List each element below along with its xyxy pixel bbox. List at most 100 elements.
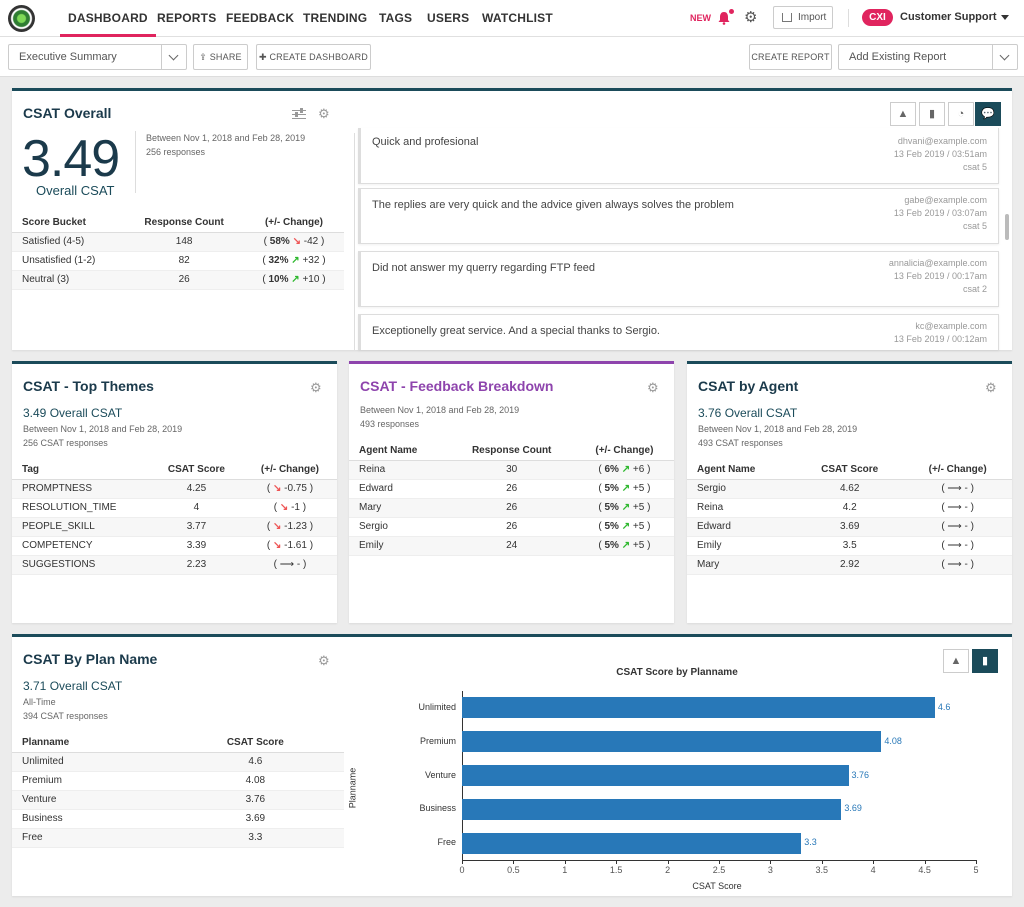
trend-up-icon: ↗: [291, 255, 300, 266]
gear-icon[interactable]: ⚙: [310, 380, 322, 395]
x-tick-mark: [770, 860, 772, 864]
feedback-meta: dhvani@example.com 13 Feb 2019 / 03:51am…: [894, 135, 987, 174]
plan-name: Unlimited: [12, 752, 167, 772]
feedback-item[interactable]: Did not answer my querry regarding FTP f…: [358, 251, 999, 307]
change-value: -1: [291, 502, 300, 513]
change-value: -: [964, 502, 968, 513]
tab-users[interactable]: USERS: [427, 11, 470, 25]
gear-icon[interactable]: ⚙: [647, 380, 659, 395]
bar-chart-view-icon[interactable]: ▮: [972, 649, 998, 673]
feedback-email: annalicia@example.com: [888, 258, 987, 268]
table-row: Edward 3.69( ⟶ - ): [687, 517, 1012, 537]
csat-by-plan-card: CSAT By Plan Name ⚙ 3.71 Overall CSAT Al…: [12, 634, 1012, 896]
tab-trending[interactable]: TRENDING: [303, 11, 368, 25]
bar-business[interactable]: [462, 798, 842, 820]
csat-score: 3.3: [166, 828, 344, 848]
csat-score: 2.23: [149, 555, 243, 575]
feedback-item[interactable]: Exceptionelly great service. And a speci…: [358, 314, 999, 350]
feedback-scrollbar[interactable]: [1005, 214, 1009, 240]
divider: [135, 131, 136, 193]
change-cell: ( 5% ↗ +5 ): [574, 517, 674, 537]
bucket-name: Satisfied (4-5): [12, 232, 125, 252]
tab-tags[interactable]: TAGS: [379, 11, 413, 25]
comments-view-icon[interactable]: 💬: [975, 102, 1001, 126]
themes-table: Tag CSAT Score (+/- Change) PROMPTNESS 4.…: [12, 460, 337, 575]
pie-chart-view-icon[interactable]: ◔: [948, 102, 974, 126]
feedback-text: Exceptionelly great service. And a speci…: [372, 325, 660, 337]
change-value: +5: [632, 502, 645, 513]
bar-premium[interactable]: [462, 731, 882, 753]
trend-flat-icon: ⟶: [947, 559, 962, 570]
chart-title: CSAT Score by Planname: [616, 667, 738, 678]
area-chart-view-icon[interactable]: ▲: [943, 649, 969, 673]
gear-icon[interactable]: ⚙: [985, 380, 997, 395]
response-count: 148: [124, 232, 244, 252]
bucket-name: Unsatisfied (1-2): [12, 251, 125, 271]
app-logo[interactable]: [8, 5, 35, 32]
card-title: CSAT - Feedback Breakdown: [360, 378, 554, 394]
x-tick-label: 3: [767, 865, 773, 875]
bar-free[interactable]: [462, 832, 802, 854]
agent-name: Mary: [687, 555, 797, 575]
settings-gear-icon[interactable]: ⚙: [744, 9, 758, 26]
gear-icon[interactable]: ⚙: [318, 106, 330, 121]
table-row: Reina 30( 6% ↗ +6 ): [349, 460, 674, 480]
feedback-email: dhvani@example.com: [897, 136, 987, 146]
add-report-select[interactable]: Add Existing Report: [838, 44, 1018, 70]
table-row: RESOLUTION_TIME 4( ↘ -1 ): [12, 498, 337, 518]
area-chart-view-icon[interactable]: ▲: [890, 102, 916, 126]
change-value: -0.75: [284, 483, 307, 494]
table-row: Edward 26( 5% ↗ +5 ): [349, 479, 674, 499]
org-switcher[interactable]: Customer Support: [900, 11, 1009, 23]
dashboard-select[interactable]: Executive Summary: [8, 44, 187, 70]
tab-watchlist[interactable]: WATCHLIST: [482, 11, 553, 25]
table-row: Premium 4.08: [12, 771, 344, 791]
feedback-date: 13 Feb 2019 / 03:51am: [893, 149, 987, 159]
x-tick-mark: [616, 860, 618, 864]
percent: 32%: [268, 255, 289, 266]
response-count: 256 CSAT responses: [23, 438, 108, 448]
x-tick-label: 5: [973, 865, 979, 875]
csat-score: 3.5: [796, 536, 904, 556]
bell-icon[interactable]: [717, 11, 731, 25]
feedback-score: csat 2: [962, 284, 987, 294]
plan-name: Venture: [12, 790, 167, 810]
feedback-date: 13 Feb 2019 / 00:17am: [893, 271, 987, 281]
percent: 5%: [604, 483, 619, 494]
table-header: Score Bucket Response Count (+/- Change): [12, 213, 344, 233]
bar-chart-view-icon[interactable]: ▮: [919, 102, 945, 126]
table-row: Reina 4.2( ⟶ - ): [687, 498, 1012, 518]
trend-flat-icon: ⟶: [947, 521, 962, 532]
agent-name: Mary: [349, 498, 449, 518]
change-value: +32: [302, 255, 320, 266]
feedback-text: Quick and profesional: [372, 136, 479, 148]
agent-name: Reina: [349, 460, 449, 480]
filter-sliders-icon[interactable]: [292, 108, 306, 120]
response-count: 26: [448, 517, 575, 537]
gear-icon[interactable]: ⚙: [318, 653, 330, 668]
tab-feedback[interactable]: FEEDBACK: [226, 11, 295, 25]
bar-venture[interactable]: [462, 765, 849, 786]
feedback-item[interactable]: Quick and profesional dhvani@example.com…: [358, 128, 999, 184]
import-button[interactable]: Import: [773, 6, 833, 29]
column-header: Response Count: [448, 441, 575, 461]
trend-up-icon: ↗: [291, 274, 300, 285]
trend-up-icon: ↗: [621, 540, 631, 551]
trend-up-icon: ↗: [621, 502, 631, 513]
create-dashboard-button[interactable]: ✚ CREATE DASHBOARD: [256, 44, 371, 70]
percent: 5%: [604, 502, 619, 513]
csat-score: 2.92: [796, 555, 904, 575]
percent: 6%: [604, 464, 619, 475]
top-nav: DASHBOARD REPORTS FEEDBACK TRENDING TAGS…: [0, 0, 1024, 37]
feedback-email: gabe@example.com: [904, 195, 987, 205]
create-report-button[interactable]: CREATE REPORT: [749, 44, 832, 70]
feedback-item[interactable]: The replies are very quick and the advic…: [358, 188, 999, 244]
x-tick-label: 4.5: [918, 865, 931, 875]
change-value: -1.61: [284, 540, 307, 551]
change-value: +6: [632, 464, 645, 475]
bar-unlimited[interactable]: [462, 697, 935, 719]
tab-dashboard[interactable]: DASHBOARD: [60, 0, 156, 37]
share-button[interactable]: ⇪ SHARE: [193, 44, 248, 70]
x-tick-mark: [564, 860, 566, 864]
tab-reports[interactable]: REPORTS: [157, 11, 217, 25]
